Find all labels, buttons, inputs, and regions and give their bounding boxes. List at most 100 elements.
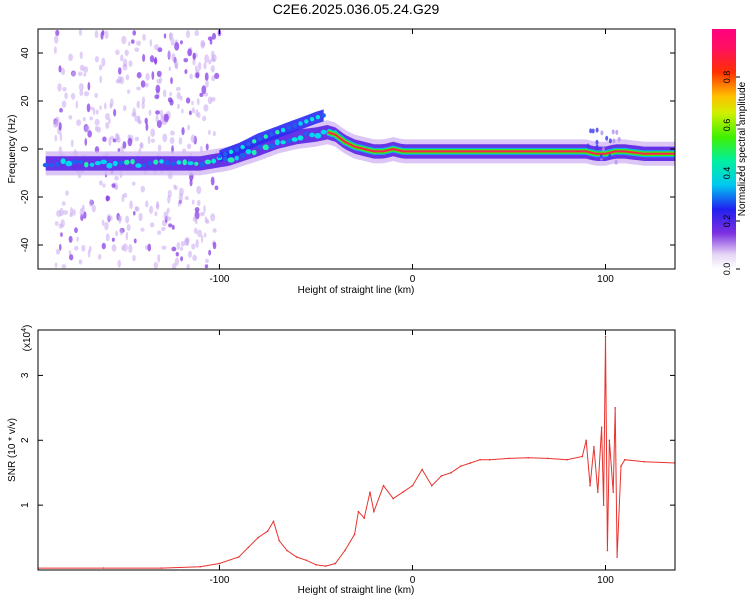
snr-point: [257, 536, 259, 539]
branch-blob: [321, 113, 326, 118]
snr-point: [643, 460, 645, 463]
noise-dot: [183, 58, 189, 63]
ridge-blob: [314, 132, 322, 139]
snr-point: [373, 510, 375, 513]
noise-dot: [191, 199, 195, 205]
snr-point: [612, 491, 615, 493]
noise-dot: [89, 116, 94, 121]
noise-dot: [117, 215, 123, 222]
disturbance-dot: [586, 143, 590, 149]
noise-dot: [204, 72, 209, 82]
snr-point: [602, 504, 605, 506]
noise-dot: [108, 137, 112, 146]
noise-dot: [131, 181, 136, 186]
noise-dot: [91, 204, 96, 213]
ridge-blob: [106, 162, 113, 169]
noise-dot: [78, 83, 84, 91]
noise-dot: [171, 246, 177, 252]
ridge-blob: [297, 135, 304, 141]
branch-blob: [275, 130, 280, 135]
y-tick-label: 3: [20, 372, 31, 378]
noise-dot: [168, 66, 172, 72]
snr-point: [459, 465, 462, 468]
branch-blob: [251, 139, 257, 144]
colorbar: 0.0 0.2 0.4 0.6 0.8 Normalized spectral ampl…: [712, 29, 748, 275]
ridge-blob: [291, 137, 298, 142]
noise-dot: [134, 206, 138, 211]
noise-dot: [180, 240, 185, 247]
noise-dot: [203, 232, 207, 238]
noise-dot: [97, 253, 102, 260]
snr-point: [450, 471, 452, 474]
noise-dot: [157, 144, 162, 152]
noise-dot: [101, 242, 106, 250]
noise-dot: [62, 210, 68, 215]
colorbar-tick-label: 0.8: [722, 71, 732, 84]
snr-y-axis-label: SNR (10 * v/v): [7, 418, 18, 482]
noise-dot: [212, 241, 217, 250]
noise-dot: [69, 254, 74, 261]
noise-dot: [79, 51, 83, 60]
noise-dot: [157, 47, 163, 53]
noise-dot: [100, 31, 104, 40]
noise-dot: [187, 48, 192, 57]
noise-dot: [204, 54, 210, 63]
noise-dot: [203, 61, 207, 70]
noise-dot: [199, 212, 205, 217]
ridge-blob: [286, 138, 292, 144]
noise-dot: [155, 114, 159, 123]
noise-dot: [179, 246, 184, 251]
ridge-blob: [71, 159, 79, 164]
disturbance-dot: [612, 138, 616, 144]
ridge-blob: [94, 160, 101, 166]
noise-dot: [110, 135, 114, 140]
branch-blob: [286, 125, 292, 131]
snr-series-line: [38, 336, 675, 569]
noise-dot: [74, 245, 79, 251]
snr-point: [527, 456, 530, 459]
snr-point: [382, 484, 385, 487]
noise-dot: [186, 264, 190, 269]
noise-dot: [145, 122, 149, 131]
snr-point: [469, 462, 472, 464]
noise-dot: [191, 100, 194, 106]
ridge-blob: [147, 160, 153, 166]
noise-dot: [140, 142, 143, 149]
ridge-blob: [153, 159, 159, 165]
ridge-blob: [204, 159, 212, 165]
snr-point: [430, 484, 433, 487]
noise-dot: [177, 201, 181, 207]
ridge-line-red: [327, 131, 675, 155]
noise-dot: [191, 243, 196, 250]
ridge-blob: [159, 159, 164, 164]
noise-dot: [115, 49, 120, 56]
snr-point: [218, 562, 221, 565]
noise-dot: [59, 108, 63, 113]
noise-dot: [208, 249, 212, 256]
noise-dot: [122, 105, 127, 112]
noise-dot: [142, 53, 146, 62]
noise-dot: [194, 206, 200, 213]
noise-dot: [99, 75, 103, 84]
noise-dot: [174, 63, 179, 70]
ridge-blob: [176, 160, 182, 165]
noise-dot: [192, 52, 196, 60]
snr-point: [363, 517, 366, 519]
noise-dot: [121, 194, 125, 203]
noise-dot: [132, 254, 136, 262]
noise-dot: [159, 109, 164, 118]
noise-dot: [169, 130, 175, 136]
noise-dot: [94, 56, 100, 63]
noise-dot: [81, 204, 85, 213]
noise-dot: [192, 216, 197, 222]
snr-point: [589, 484, 591, 487]
noise-dot: [134, 136, 140, 142]
noise-dot: [102, 183, 106, 188]
noise-dot: [166, 207, 170, 214]
noise-dot: [69, 213, 73, 218]
noise-dot: [78, 29, 82, 36]
noise-dot: [169, 91, 172, 97]
noise-dot: [190, 134, 196, 143]
ridge-blob: [274, 139, 280, 146]
noise-dot: [84, 138, 88, 146]
